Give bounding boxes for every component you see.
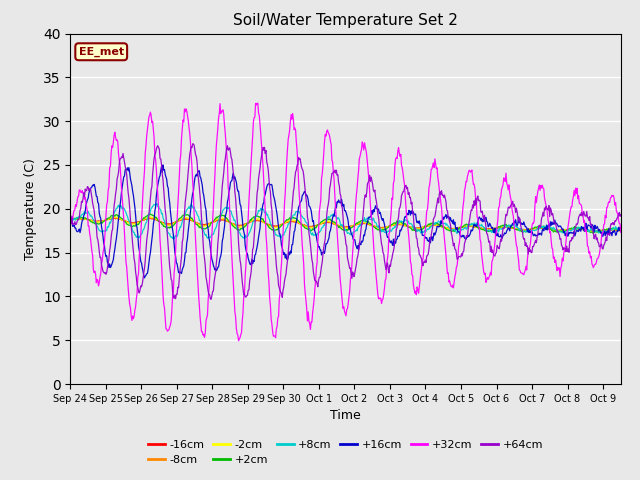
Text: EE_met: EE_met (79, 47, 124, 57)
Legend: -16cm, -8cm, -2cm, +2cm, +8cm, +16cm, +32cm, +64cm: -16cm, -8cm, -2cm, +2cm, +8cm, +16cm, +3… (144, 435, 547, 469)
Title: Soil/Water Temperature Set 2: Soil/Water Temperature Set 2 (233, 13, 458, 28)
X-axis label: Time: Time (330, 409, 361, 422)
Y-axis label: Temperature (C): Temperature (C) (24, 158, 38, 260)
